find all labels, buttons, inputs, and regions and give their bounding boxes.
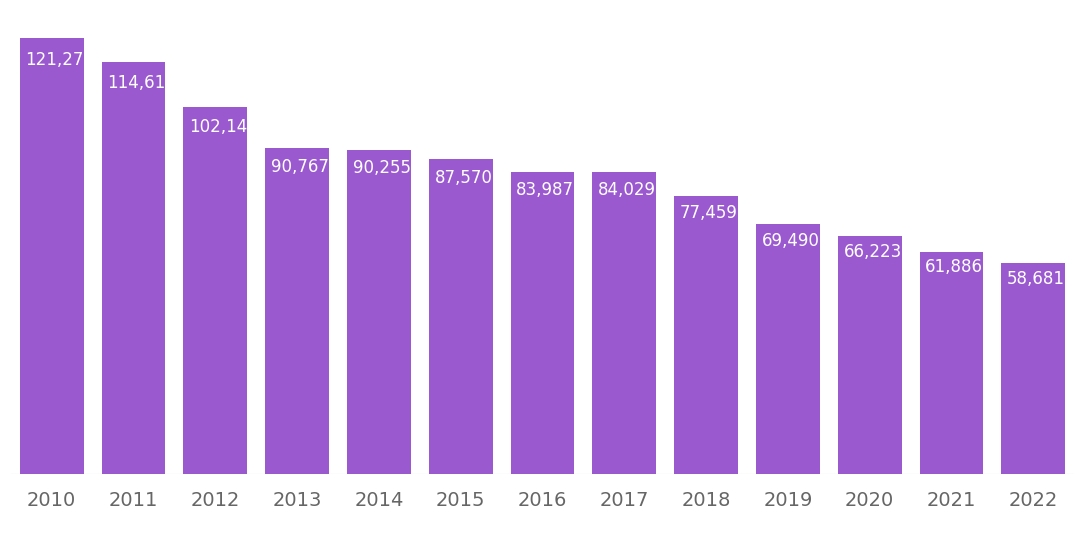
Text: 114,618: 114,618 xyxy=(107,74,176,92)
Text: 90,767: 90,767 xyxy=(271,157,329,176)
Bar xyxy=(20,38,84,474)
Bar xyxy=(347,150,411,474)
Text: 83,987: 83,987 xyxy=(516,181,574,199)
Bar xyxy=(102,62,165,474)
Text: 66,223: 66,223 xyxy=(843,243,902,261)
Text: 102,140: 102,140 xyxy=(189,118,258,136)
Text: 69,490: 69,490 xyxy=(762,232,819,250)
Text: 61,886: 61,886 xyxy=(926,258,983,277)
Bar xyxy=(429,159,493,474)
Bar xyxy=(1001,263,1065,474)
Text: 77,459: 77,459 xyxy=(680,204,738,222)
Bar xyxy=(674,196,738,474)
Bar xyxy=(592,172,656,474)
Bar xyxy=(183,107,247,474)
Bar xyxy=(756,224,820,474)
Text: 90,255: 90,255 xyxy=(353,160,411,177)
Bar xyxy=(511,172,574,474)
Text: 58,681: 58,681 xyxy=(1007,270,1065,287)
Bar xyxy=(265,148,329,474)
Text: 121,270: 121,270 xyxy=(26,51,94,69)
Text: 84,029: 84,029 xyxy=(598,181,656,199)
Bar xyxy=(920,252,983,474)
Bar xyxy=(838,236,902,474)
Text: 87,570: 87,570 xyxy=(434,169,493,186)
